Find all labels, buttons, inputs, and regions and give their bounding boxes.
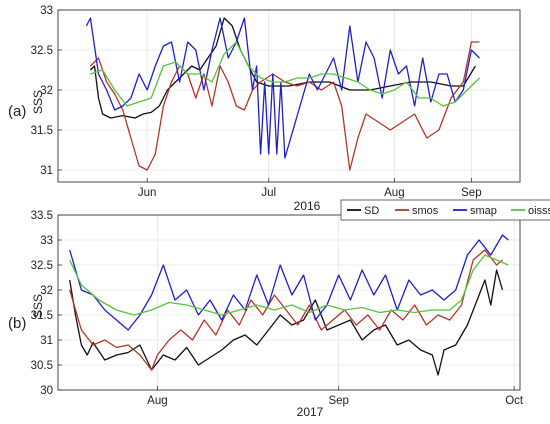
panel-b-ytick-label: 30.5	[31, 360, 53, 372]
panel-b-xtick-label: Sep	[328, 395, 348, 407]
panel-b-label: (b)	[8, 315, 26, 332]
panel-a-xtick-label: Jul	[261, 187, 276, 199]
panel-a-xtick-label: Jun	[138, 187, 157, 199]
panel-a-ytick-label: 31.5	[31, 125, 53, 137]
panel-b-series-group	[69, 234, 509, 376]
panel-b-series-smos	[69, 249, 503, 371]
panel-b-ytick-label: 32	[40, 285, 53, 297]
panel-a-ytick-label: 32	[40, 85, 53, 97]
panel-a-ylabel: SSS	[31, 90, 45, 114]
panel-a-series-smos	[89, 41, 480, 171]
panel-b-series-smap	[69, 234, 509, 331]
legend-label-oisss: oisss	[528, 205, 550, 217]
panel-a-label: (a)	[8, 103, 26, 120]
panel-b-axes-frame	[57, 214, 521, 391]
panel-a-series-smap	[85, 17, 480, 159]
panel-a-ytick-label: 32.5	[31, 45, 53, 57]
panel-b-series-oisss	[69, 254, 509, 316]
legend-label-smos: smos	[412, 205, 439, 217]
panel-a-ytick-label: 31	[40, 165, 53, 177]
legend-box	[340, 199, 550, 221]
legend: SD smos smap oisss	[340, 199, 550, 221]
panel-b-xtick-label: Oct	[505, 395, 524, 407]
panel-a-series-sd	[89, 17, 476, 119]
panel-a-xlabel: 2016	[294, 199, 321, 213]
panel-a-axes-frame	[57, 9, 521, 183]
panel-a-xtick-label: Sep	[461, 187, 481, 199]
panel-b-series-sd	[69, 269, 504, 376]
panel-a-ytick-label: 33	[40, 5, 53, 17]
panel-b-ytick-label: 32.5	[31, 260, 53, 272]
legend-label-sd: SD	[364, 205, 379, 217]
panel-b-xlabel: 2017	[297, 405, 324, 419]
panel-b-ylabel: SSS	[31, 294, 45, 318]
panel-a-series-group	[85, 17, 480, 171]
panel-b-xtick-label: Aug	[147, 395, 167, 407]
legend-label-smap: smap	[470, 205, 497, 217]
panel-b-ytick-label: 31	[40, 335, 53, 347]
panel-a: (a) SSS 2016 31 31.5 32 32.5 33 Jun Jul Aug Sep	[8, 5, 521, 213]
panel-b-ytick-label: 31.5	[31, 310, 53, 322]
panel-a-series-oisss	[90, 41, 480, 107]
panel-b-ytick-label: 33.5	[31, 210, 53, 222]
panel-b-ytick-label: 33	[40, 235, 53, 247]
panel-b: (b) SSS 2017 30 30.5 31 31.5 32 32.5 33 33.5 Aug…	[8, 210, 524, 419]
panel-a-xtick-label: Aug	[384, 187, 404, 199]
panel-b-ytick-label: 30	[40, 385, 53, 397]
